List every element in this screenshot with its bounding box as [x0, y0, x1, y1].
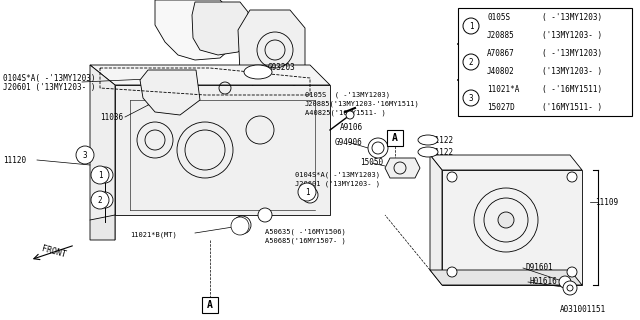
Polygon shape: [430, 155, 582, 170]
Bar: [202, 297, 218, 313]
Ellipse shape: [418, 135, 438, 145]
Circle shape: [298, 183, 316, 201]
Circle shape: [447, 172, 457, 182]
Text: A50635( -'16MY1506): A50635( -'16MY1506): [265, 229, 346, 235]
Circle shape: [498, 212, 514, 228]
Text: A70867: A70867: [487, 49, 515, 58]
Ellipse shape: [418, 147, 438, 157]
Text: 11122: 11122: [430, 135, 453, 145]
Polygon shape: [238, 10, 305, 90]
Circle shape: [463, 54, 479, 70]
Circle shape: [76, 146, 94, 164]
Bar: [387, 130, 403, 146]
Text: A031001151: A031001151: [560, 306, 606, 315]
Text: 1: 1: [98, 171, 102, 180]
Text: A50685('16MY1507- ): A50685('16MY1507- ): [265, 238, 346, 244]
Text: ( -'13MY1203): ( -'13MY1203): [542, 12, 602, 21]
Text: ('16MY1511- ): ('16MY1511- ): [542, 102, 602, 111]
Text: ('13MY1203- ): ('13MY1203- ): [542, 30, 602, 39]
Text: J20885: J20885: [487, 30, 515, 39]
Text: 0105S: 0105S: [487, 12, 510, 21]
Text: J20601 ('13MY1203- ): J20601 ('13MY1203- ): [3, 83, 95, 92]
Text: 2: 2: [468, 58, 474, 67]
Polygon shape: [90, 65, 115, 240]
Text: A40825('16MY1511- ): A40825('16MY1511- ): [305, 110, 386, 116]
Polygon shape: [192, 2, 248, 55]
Circle shape: [97, 167, 113, 183]
Circle shape: [563, 281, 577, 295]
Text: D91601: D91601: [525, 263, 553, 273]
Text: 2: 2: [98, 196, 102, 204]
Text: A: A: [392, 133, 398, 143]
Polygon shape: [442, 170, 582, 285]
Circle shape: [231, 217, 249, 235]
Polygon shape: [90, 215, 115, 240]
Text: 3: 3: [468, 93, 474, 102]
Circle shape: [559, 276, 571, 288]
Circle shape: [91, 166, 109, 184]
Circle shape: [463, 90, 479, 106]
Text: 1: 1: [468, 21, 474, 30]
Text: 15027D: 15027D: [487, 102, 515, 111]
Text: FRONT: FRONT: [40, 244, 67, 260]
Text: J20885('13MY1203-'16MY1511): J20885('13MY1203-'16MY1511): [305, 101, 420, 107]
Circle shape: [447, 267, 457, 277]
Circle shape: [302, 187, 318, 203]
Ellipse shape: [244, 65, 272, 79]
Text: H01616: H01616: [530, 277, 557, 286]
Text: 11109: 11109: [595, 197, 618, 206]
Circle shape: [91, 191, 109, 209]
Text: 3: 3: [83, 150, 87, 159]
Text: A: A: [207, 300, 213, 310]
Circle shape: [567, 267, 577, 277]
Text: J40802: J40802: [487, 67, 515, 76]
Polygon shape: [155, 0, 235, 60]
Circle shape: [258, 208, 272, 222]
Circle shape: [567, 172, 577, 182]
Text: ('13MY1203- ): ('13MY1203- ): [542, 67, 602, 76]
Circle shape: [463, 18, 479, 34]
Text: ( -'16MY1511): ( -'16MY1511): [542, 84, 602, 93]
Text: 11120: 11120: [3, 156, 26, 164]
Text: J20601 ('13MY1203- ): J20601 ('13MY1203- ): [295, 181, 380, 187]
Text: G93203: G93203: [268, 62, 296, 71]
Text: 11122: 11122: [430, 148, 453, 156]
Circle shape: [233, 216, 251, 234]
Bar: [458, 8, 632, 116]
Text: ( -'13MY1203): ( -'13MY1203): [542, 49, 602, 58]
Polygon shape: [430, 155, 442, 285]
Polygon shape: [140, 70, 200, 115]
Text: 1: 1: [305, 188, 309, 196]
Text: 11021*A: 11021*A: [487, 84, 520, 93]
Text: 15050: 15050: [360, 157, 383, 166]
Circle shape: [97, 192, 113, 208]
Polygon shape: [430, 270, 582, 285]
Text: 11036: 11036: [100, 113, 123, 122]
Text: A9106: A9106: [340, 123, 363, 132]
Text: 0104S*A( -'13MY1203): 0104S*A( -'13MY1203): [295, 172, 380, 178]
Text: 0105S  ( -'13MY1203): 0105S ( -'13MY1203): [305, 92, 390, 98]
Circle shape: [346, 111, 354, 119]
Text: 0104S*A( -'13MY1203): 0104S*A( -'13MY1203): [3, 74, 95, 83]
Text: G94906: G94906: [335, 138, 363, 147]
Polygon shape: [115, 85, 330, 215]
Polygon shape: [385, 158, 420, 178]
Circle shape: [368, 138, 388, 158]
Text: 11021*B(MT): 11021*B(MT): [130, 232, 177, 238]
Polygon shape: [90, 65, 330, 85]
